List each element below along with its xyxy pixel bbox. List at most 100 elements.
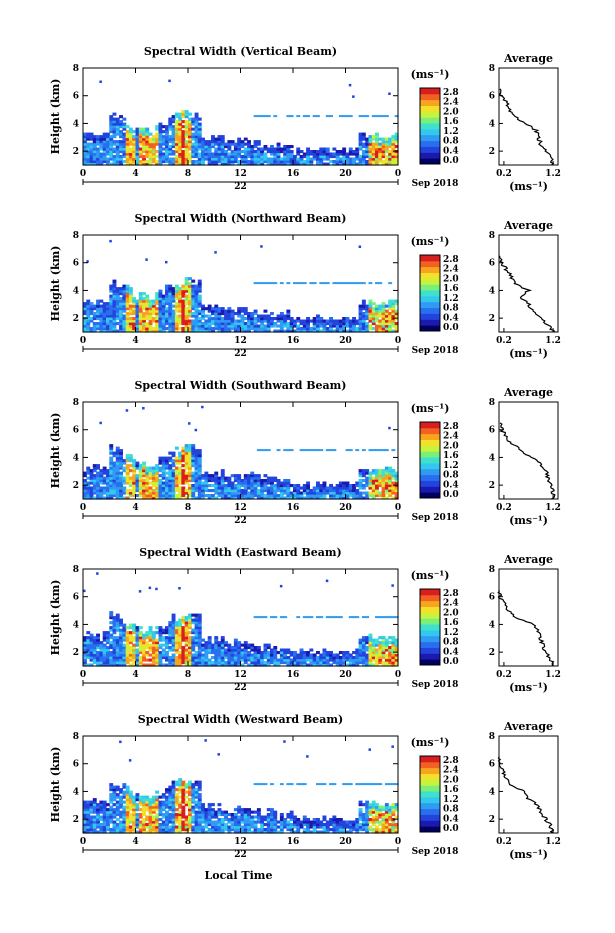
- colorbar-tick-label: 1.6: [443, 618, 459, 628]
- panel-4: Spectral Width (Eastward Beam)2468Height…: [49, 546, 561, 694]
- heatmap-cell: [342, 148, 346, 151]
- heatmap-cell: [257, 474, 261, 477]
- average-x-tick-label: 0.2: [496, 670, 512, 680]
- heatmap-cell: [329, 115, 333, 117]
- heatmap-cell: [326, 282, 330, 284]
- heatmap-cell: [388, 93, 391, 96]
- colorbar-tick-label: 1.6: [443, 117, 459, 127]
- heatmap-cell: [264, 616, 268, 618]
- heatmap-cell: [198, 123, 202, 126]
- heatmap-cell: [142, 462, 146, 465]
- heatmap-cell: [168, 80, 171, 83]
- colorbar-swatch: [420, 290, 440, 296]
- heatmap-cell: [142, 407, 145, 410]
- date-label: Sep 2018: [412, 346, 459, 356]
- heatmap-cells: [83, 240, 399, 333]
- y-tick-label: 6: [73, 259, 79, 269]
- average-x-tick-label: 0.2: [496, 503, 512, 513]
- heatmap-cell: [96, 464, 100, 467]
- x-tick-label: 8: [185, 169, 191, 179]
- average-y-tick-label: 6: [489, 92, 495, 102]
- heatmap-cell: [155, 791, 159, 794]
- heatmap-cell: [165, 261, 168, 264]
- heatmap-cell: [99, 422, 102, 425]
- heatmap-cell: [188, 113, 192, 116]
- colorbar-label: (ms⁻¹): [411, 235, 450, 248]
- y-tick-label: 2: [73, 481, 79, 491]
- x-tick-label: 20: [339, 169, 352, 179]
- heatmap-cells: [83, 406, 399, 500]
- average-profile-line: [500, 423, 555, 499]
- y-tick-label: 4: [73, 620, 79, 630]
- heatmap-cell: [214, 251, 217, 254]
- colorbar-swatch: [420, 308, 440, 314]
- y-tick-label: 2: [73, 314, 79, 324]
- heatmap-cell: [391, 584, 394, 587]
- heatmap-cell: [244, 307, 248, 310]
- colorbar-swatch: [420, 440, 440, 446]
- average-y-tick-label: 2: [489, 481, 495, 491]
- average-y-tick-label: 4: [489, 286, 495, 296]
- heatmap-cell: [195, 429, 198, 432]
- panel-3: Spectral Width (Southward Beam)2468Heigh…: [49, 379, 561, 527]
- colorbar-swatch: [420, 152, 440, 158]
- colorbar-swatch: [420, 607, 440, 613]
- heatmap-cell: [391, 449, 395, 451]
- average-title: Average: [503, 553, 553, 566]
- panel-title: Spectral Width (Vertical Beam): [144, 45, 337, 58]
- heatmap-cell: [349, 115, 353, 117]
- colorbar-tick-label: 0.0: [443, 156, 459, 166]
- heatmap-cell: [319, 449, 323, 451]
- average-frame: [499, 569, 558, 666]
- colorbar-swatch: [420, 642, 440, 648]
- colorbar-swatch: [420, 481, 440, 487]
- colorbar-swatch: [420, 636, 440, 642]
- heatmap-cell: [280, 282, 284, 284]
- heatmap-cell: [172, 614, 176, 617]
- average-x-tick-label: 1.2: [545, 169, 561, 179]
- colorbar-swatch: [420, 319, 440, 325]
- y-tick-label: 8: [73, 565, 79, 575]
- average-frame: [499, 68, 558, 165]
- heatmap-cell: [323, 482, 327, 485]
- average-x-label: (ms⁻¹): [509, 514, 548, 527]
- colorbar-swatch: [420, 302, 440, 308]
- heatmap-cell: [155, 588, 158, 591]
- colorbar-swatch: [420, 422, 440, 428]
- heatmap-cell: [178, 587, 181, 590]
- x-tick-label: 0: [80, 503, 86, 513]
- heatmap-cell: [273, 646, 277, 649]
- heatmap-cell: [359, 246, 362, 249]
- y-tick-label: 8: [73, 398, 79, 408]
- colorbar-swatch: [420, 314, 440, 320]
- colorbar-label: (ms⁻¹): [411, 569, 450, 582]
- heatmap-cell: [139, 590, 142, 593]
- heatmap-cell: [149, 587, 152, 590]
- colorbar-swatch: [420, 88, 440, 94]
- x-tick-label: 20: [339, 336, 352, 346]
- colorbar-tick-label: 0.8: [443, 471, 459, 481]
- heatmap-cell: [385, 449, 389, 451]
- average-x-label: (ms⁻¹): [509, 347, 548, 360]
- heatmap-cell: [257, 646, 261, 649]
- heatmap-cell: [172, 452, 176, 455]
- heatmap-cell: [267, 449, 271, 451]
- colorbar-tick-label: 1.2: [443, 127, 459, 137]
- colorbar-swatch: [420, 135, 440, 141]
- colorbar-swatch: [420, 117, 440, 123]
- heatmap-cell: [362, 449, 366, 451]
- average-y-tick-label: 4: [489, 620, 495, 630]
- heatmap-cell: [349, 84, 352, 87]
- y-axis-label: Height (km): [49, 580, 62, 656]
- y-tick-label: 4: [73, 286, 79, 296]
- heatmap-cell: [214, 472, 218, 475]
- heatmap-cell: [273, 616, 277, 618]
- average-y-tick-label: 2: [489, 314, 495, 324]
- y-tick-label: 4: [73, 453, 79, 463]
- average-y-tick-label: 2: [489, 147, 495, 157]
- heatmap-cell: [198, 280, 202, 283]
- panel-5: Spectral Width (Westward Beam)2468Height…: [49, 713, 561, 861]
- average-x-tick-label: 1.2: [545, 336, 561, 346]
- x-tick-label: 0: [80, 336, 86, 346]
